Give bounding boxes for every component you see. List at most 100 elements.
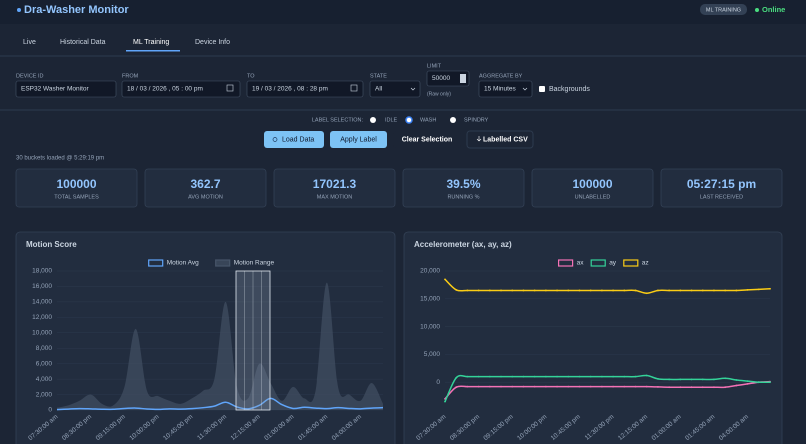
to-input[interactable] <box>246 80 364 98</box>
chart-title: Motion Score <box>26 240 77 249</box>
button[interactable] <box>393 131 461 148</box>
point <box>589 385 592 388</box>
checkbox[interactable] <box>539 86 545 92</box>
point <box>511 385 514 388</box>
point <box>724 386 727 389</box>
point <box>600 385 603 388</box>
button[interactable] <box>466 130 534 149</box>
from-value: 18 / 03 / 2026 , 05 : 00 pm <box>127 86 203 93</box>
spinner[interactable] <box>460 74 466 83</box>
field-label: TO <box>247 73 255 79</box>
point <box>488 289 491 292</box>
legend-label: Motion Range <box>234 260 275 267</box>
y-tick-label: 10,000 <box>420 323 440 330</box>
calendar-icon[interactable] <box>350 84 358 92</box>
tab[interactable]: Device Info <box>195 39 230 46</box>
stat-label: TOTAL SAMPLES <box>54 194 99 200</box>
logo-dot <box>17 8 21 12</box>
point <box>544 385 547 388</box>
download-icon <box>476 136 482 142</box>
point <box>522 385 525 388</box>
button-label: Load Data <box>282 136 314 143</box>
point <box>477 385 480 388</box>
radio-label: SPINDRY <box>464 117 489 123</box>
limit-value: 50000 <box>432 75 450 82</box>
y-tick-label: 6,000 <box>36 360 53 367</box>
chart-title: Accelerometer (ax, ay, az) <box>414 240 512 249</box>
legend-label: Motion Avg <box>167 260 199 267</box>
label-selection: LABEL SELECTION: <box>312 117 364 123</box>
stat-value: 05:27:15 pm <box>687 177 756 191</box>
point <box>589 289 592 292</box>
legend-label: ax <box>577 260 585 267</box>
chart-panel <box>15 231 396 444</box>
stat-card <box>402 168 525 208</box>
radio[interactable] <box>370 117 376 123</box>
tab-active[interactable]: ML Training <box>133 39 169 46</box>
limit-input[interactable] <box>426 70 470 87</box>
point <box>769 287 771 290</box>
y-tick-label: 0 <box>436 379 440 386</box>
stat-label: AVG MOTION <box>188 194 223 200</box>
point <box>668 386 671 389</box>
legend-swatch <box>215 259 231 267</box>
tab[interactable]: Historical Data <box>60 39 106 46</box>
legend-label: az <box>642 260 649 267</box>
stat-card <box>144 168 267 208</box>
point <box>690 289 693 292</box>
button[interactable] <box>330 131 387 148</box>
point <box>769 381 771 384</box>
point <box>645 292 648 295</box>
point <box>757 381 760 384</box>
y-tick-label: 12,000 <box>32 314 52 321</box>
point <box>578 375 581 378</box>
point <box>735 289 738 292</box>
point <box>701 289 704 292</box>
stat-card <box>273 168 396 208</box>
point <box>657 386 659 388</box>
button-label: Labelled CSV <box>483 136 528 143</box>
radio[interactable] <box>450 117 456 123</box>
point <box>724 289 727 292</box>
line <box>444 278 771 294</box>
point <box>657 289 659 292</box>
legend-swatch <box>590 259 606 267</box>
point <box>634 289 637 292</box>
point <box>623 289 626 292</box>
point <box>477 289 480 292</box>
stat-label: RUNNING % <box>447 194 479 200</box>
radio-selected[interactable] <box>405 116 413 124</box>
point <box>735 384 738 387</box>
point <box>567 375 570 378</box>
area <box>57 282 383 410</box>
point <box>589 375 592 378</box>
stat-label: UNLABELLED <box>575 194 611 200</box>
point <box>634 385 637 388</box>
from-input[interactable] <box>121 80 241 98</box>
button-label: Apply Label <box>340 136 377 143</box>
state-select[interactable] <box>369 80 421 98</box>
header-bar <box>0 0 806 24</box>
to-value: 19 / 03 / 2026 , 08 : 28 pm <box>252 86 328 93</box>
stat-card <box>660 168 783 208</box>
calendar-icon[interactable] <box>226 84 234 92</box>
point <box>578 289 581 292</box>
field-label: STATE <box>370 73 387 79</box>
point <box>701 378 704 381</box>
aggregate-select[interactable] <box>478 80 533 98</box>
point <box>634 375 637 378</box>
point <box>757 288 760 291</box>
button[interactable] <box>264 131 324 148</box>
y-tick-label: 10,000 <box>32 329 52 336</box>
point <box>600 375 603 378</box>
point <box>724 377 727 380</box>
device-input[interactable] <box>15 80 117 98</box>
point <box>511 375 514 378</box>
stat-value: 100000 <box>572 177 612 191</box>
point <box>713 378 715 381</box>
state-value: All <box>375 86 383 93</box>
y-tick-label: 20,000 <box>420 268 440 275</box>
point <box>679 386 682 389</box>
tab[interactable]: Live <box>23 39 36 46</box>
limit-note: (Raw only) <box>427 91 451 97</box>
